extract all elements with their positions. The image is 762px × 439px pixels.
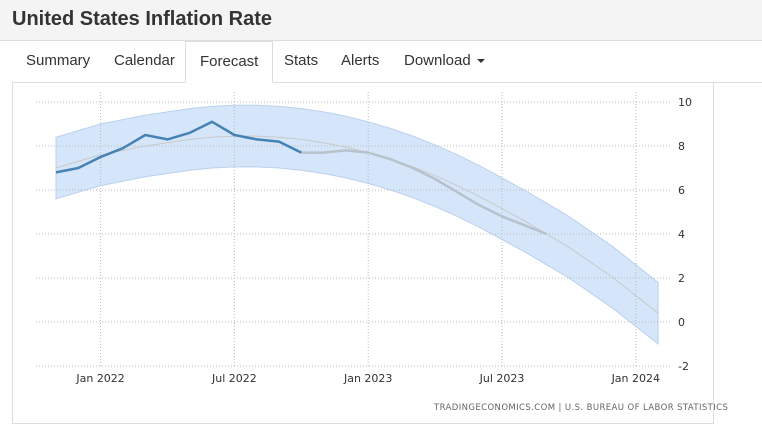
y-tick-label: 10 — [678, 96, 692, 109]
x-tick-label: Jan 2024 — [611, 372, 660, 385]
chart-source: TRADINGECONOMICS.COM | U.S. BUREAU OF LA… — [434, 403, 729, 413]
y-tick-label: 4 — [678, 228, 685, 241]
x-tick-label: Jan 2022 — [75, 372, 124, 385]
x-tick-label: Jan 2023 — [343, 372, 392, 385]
y-tick-label: -2 — [678, 360, 689, 373]
tab-summary[interactable]: Summary — [26, 52, 91, 69]
tab-bar: Summary Calendar Forecast Stats Alerts D… — [12, 41, 762, 83]
y-tick-label: 8 — [678, 140, 685, 153]
forecast-line — [301, 149, 548, 236]
y-tick-label: 2 — [678, 272, 685, 285]
tab-stats[interactable]: Stats — [284, 52, 319, 69]
tab-alerts[interactable]: Alerts — [341, 52, 380, 69]
chart-panel — [12, 83, 714, 424]
y-tick-label: 0 — [678, 316, 685, 329]
x-tick-label: Jul 2022 — [211, 372, 257, 385]
page-title: United States Inflation Rate — [12, 8, 273, 30]
tab-calendar[interactable]: Calendar — [114, 52, 175, 69]
x-tick-label: Jul 2023 — [479, 372, 525, 385]
y-tick-label: 6 — [678, 184, 685, 197]
download-label: Download — [404, 52, 471, 69]
trend-line — [55, 135, 659, 314]
actual-line — [55, 120, 302, 174]
tab-download[interactable]: Download — [390, 41, 499, 81]
confidence-band — [55, 104, 659, 346]
page-header: United States Inflation Rate — [0, 0, 762, 41]
tab-forecast[interactable]: Forecast — [185, 41, 274, 83]
caret-down-icon — [476, 59, 485, 64]
